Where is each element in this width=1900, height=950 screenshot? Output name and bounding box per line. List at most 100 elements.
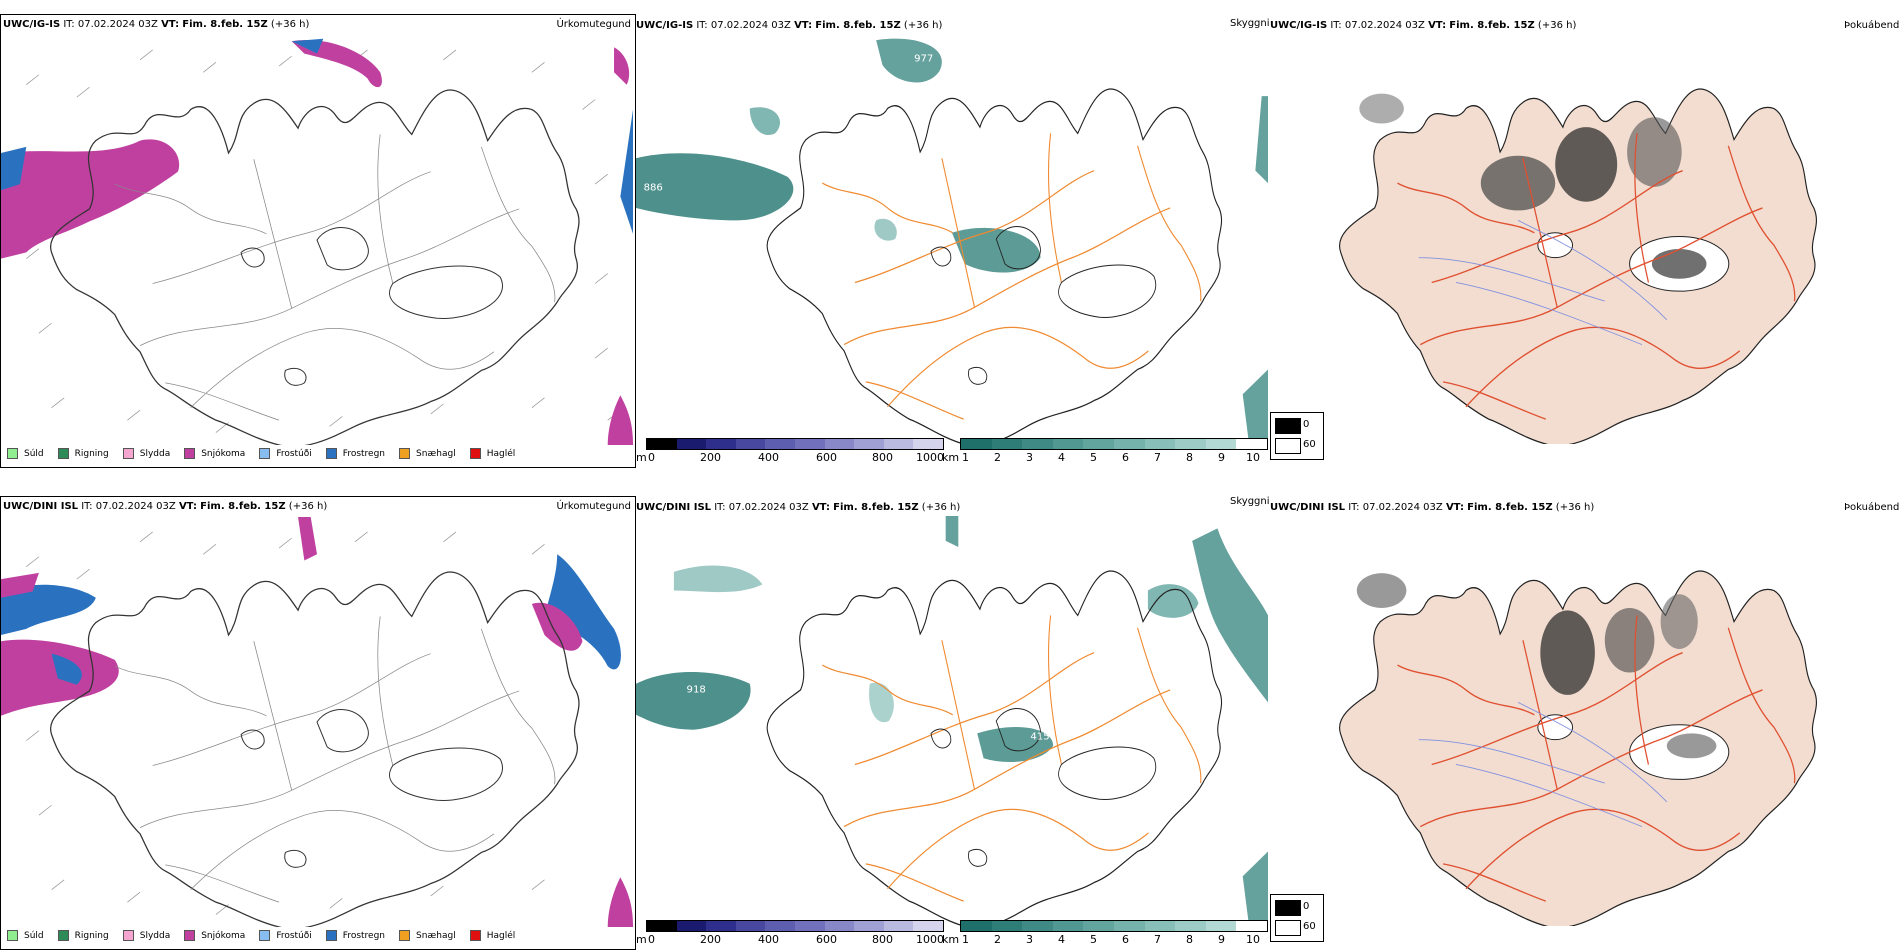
colorbar-unit: m — [636, 451, 647, 464]
panel-name: Skyggni — [1230, 18, 1270, 29]
legend-item: Slydda — [122, 930, 170, 941]
colorbar-tick: 0 — [648, 451, 655, 464]
elevation-colorbar — [646, 920, 944, 932]
legend-item: Súld — [7, 930, 44, 941]
legend-item: Haglél — [469, 448, 515, 459]
fog-map — [1338, 570, 1818, 926]
colorbar-tick: 1 — [962, 451, 969, 464]
legend-swatch — [184, 930, 196, 941]
colorbar-tick: 1000 — [916, 933, 944, 946]
colorbar-tick: 0 — [648, 933, 655, 946]
map-value-label: 415 — [1030, 732, 1049, 743]
legend-label: 60 — [1303, 439, 1316, 450]
legend-label: 60 — [1303, 921, 1316, 932]
colorbar-tick: 6 — [1122, 451, 1129, 464]
panel-title: UWC/DINI ISL IT: 07.02.2024 03Z VT: Fim.… — [636, 502, 961, 513]
legend-item: Frostúði — [259, 448, 312, 459]
legend-swatch — [1275, 900, 1301, 916]
legend-item: Súld — [7, 448, 44, 459]
panel-name: Þokuábendi — [1844, 20, 1900, 31]
precip-legend: Súld Rigning Slydda Snjókoma Frostúði Fr… — [7, 448, 529, 459]
map-value-label: 918 — [687, 684, 706, 695]
colorbar-tick: 8 — [1186, 933, 1193, 946]
panel-name: Úrkomutegund — [556, 19, 631, 30]
colorbar-tick: 1 — [962, 933, 969, 946]
precip-panel-row1: UWC/DINI ISL IT: 07.02.2024 03Z VT: Fim.… — [0, 496, 636, 950]
visibility-colorbar — [960, 920, 1268, 932]
legend-item: Frostúði — [259, 930, 312, 941]
legend-swatch — [122, 930, 134, 941]
panel-title: UWC/IG-IS IT: 07.02.2024 03Z VT: Fim. 8.… — [3, 19, 310, 30]
fog-panel-row0: UWC/IG-IS IT: 07.02.2024 03Z VT: Fim. 8.… — [1270, 14, 1900, 466]
legend-swatch — [1275, 438, 1301, 454]
fog-legend: 0 60 — [1270, 894, 1324, 942]
legend-swatch — [1275, 920, 1301, 936]
legend-item: Frostregn — [325, 930, 385, 941]
precip-panel-row0: UWC/IG-IS IT: 07.02.2024 03Z VT: Fim. 8.… — [0, 14, 636, 468]
visibility-colorbar — [960, 438, 1268, 450]
colorbar-unit: m — [636, 933, 647, 946]
legend-swatch — [399, 930, 411, 941]
legend-swatch — [399, 448, 411, 459]
map-value-label: 977 — [914, 53, 933, 64]
colorbar-tick: 2 — [994, 933, 1001, 946]
legend-swatch — [57, 930, 69, 941]
colorbar-tick: 400 — [758, 451, 779, 464]
legend-swatch — [7, 448, 18, 459]
legend-label: 0 — [1303, 901, 1310, 912]
colorbar-unit: km — [942, 933, 960, 946]
legend-swatch — [57, 448, 69, 459]
colorbar-tick: 400 — [758, 933, 779, 946]
legend-swatch — [325, 448, 337, 459]
colorbar-tick: 600 — [816, 451, 837, 464]
visibility-panel-row0: UWC/IG-IS IT: 07.02.2024 03Z VT: Fim. 8.… — [636, 14, 1270, 466]
panel-title: UWC/DINI ISL IT: 07.02.2024 03Z VT: Fim.… — [1270, 502, 1595, 513]
colorbar-tick: 1000 — [916, 451, 944, 464]
legend-swatch — [122, 448, 134, 459]
precip-legend: Súld Rigning Slydda Snjókoma Frostúði Fr… — [7, 930, 529, 941]
colorbar-tick: 10 — [1246, 451, 1260, 464]
legend-item: Haglél — [469, 930, 515, 941]
colorbar-tick: 200 — [700, 451, 721, 464]
visibility-panel-row1: UWC/DINI ISL IT: 07.02.2024 03Z VT: Fim.… — [636, 496, 1270, 948]
legend-item: Snjókoma — [184, 448, 245, 459]
legend-item: Snjókoma — [184, 930, 245, 941]
legend-item: Rigning — [57, 930, 109, 941]
colorbar-tick: 7 — [1154, 933, 1161, 946]
colorbar-tick: 9 — [1218, 451, 1225, 464]
legend-swatch — [259, 448, 271, 459]
legend-item: Snæhagl — [399, 448, 456, 459]
visibility-map: 977 886 — [636, 38, 1268, 444]
colorbar-tick: 5 — [1090, 451, 1097, 464]
colorbar-tick: 3 — [1026, 451, 1033, 464]
legend-item: Rigning — [57, 448, 109, 459]
colorbar-tick: 800 — [872, 933, 893, 946]
legend-swatch — [259, 930, 271, 941]
colorbar-tick: 600 — [816, 933, 837, 946]
colorbar-unit: km — [942, 451, 960, 464]
colorbar-tick: 8 — [1186, 451, 1193, 464]
legend-item: Snæhagl — [399, 930, 456, 941]
colorbar-tick: 3 — [1026, 933, 1033, 946]
legend-swatch — [184, 448, 196, 459]
panel-name: Þokuábendi — [1844, 502, 1900, 513]
legend-swatch — [1275, 418, 1301, 434]
panel-name: Úrkomutegund — [556, 501, 631, 512]
panel-title: UWC/IG-IS IT: 07.02.2024 03Z VT: Fim. 8.… — [636, 20, 943, 31]
legend-item: Frostregn — [325, 448, 385, 459]
colorbar-tick: 2 — [994, 451, 1001, 464]
legend-swatch — [7, 930, 18, 941]
legend-item: Slydda — [122, 448, 170, 459]
legend-label: 0 — [1303, 419, 1310, 430]
legend-swatch — [469, 448, 481, 459]
map-value-label: 886 — [644, 183, 663, 194]
colorbar-tick: 6 — [1122, 933, 1129, 946]
legend-swatch — [469, 930, 481, 941]
colorbar-tick: 4 — [1058, 451, 1065, 464]
precip-map — [1, 517, 633, 927]
panel-name: Skyggni — [1230, 496, 1270, 507]
fog-panel-row1: UWC/DINI ISL IT: 07.02.2024 03Z VT: Fim.… — [1270, 496, 1900, 948]
colorbar-tick: 800 — [872, 451, 893, 464]
colorbar-tick: 9 — [1218, 933, 1225, 946]
legend-swatch — [325, 930, 337, 941]
